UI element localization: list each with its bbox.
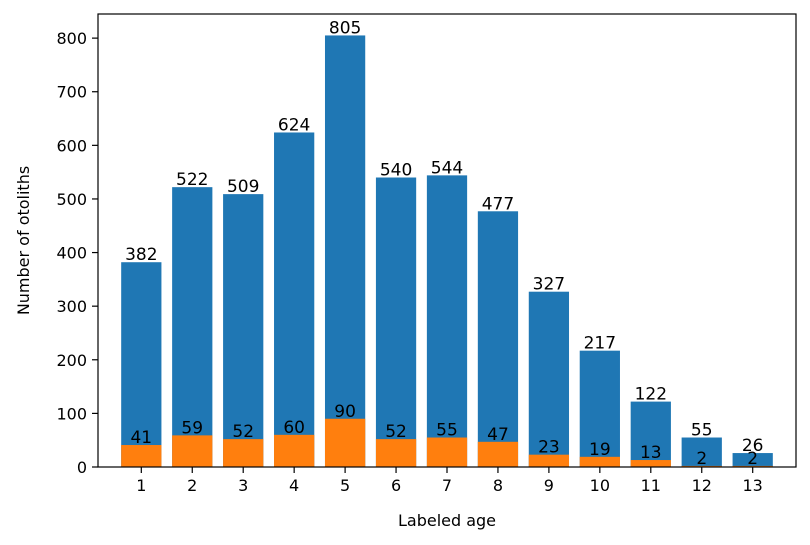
bar-s0-12: [681, 437, 722, 467]
bar-s1-5: [324, 418, 366, 467]
data-label-s1-10: 19: [589, 440, 611, 460]
data-label-s0-7: 544: [431, 158, 463, 178]
x-tick-label-9: 9: [544, 476, 554, 495]
data-label-s0-6: 540: [380, 161, 412, 181]
x-tick-label-11: 11: [641, 476, 661, 495]
bar-s1-9: [528, 454, 570, 467]
x-tick-label-12: 12: [692, 476, 712, 495]
bar-s0-11: [630, 401, 671, 467]
x-tick-label-1: 1: [136, 476, 146, 495]
bar-s0-13: [732, 453, 773, 467]
x-axis-label: Labeled age: [398, 511, 496, 530]
x-tick-label-8: 8: [493, 476, 503, 495]
bar-s0-9: [528, 291, 570, 467]
data-label-s0-2: 522: [176, 170, 208, 190]
bar-s1-3: [223, 439, 264, 467]
bar-s1-8: [477, 441, 519, 467]
x-axis: 1 2 3 4 5 6 7 8 9 10 11 12 13: [136, 467, 763, 495]
bar-s1-7: [426, 437, 468, 467]
bar-s1-10: [579, 456, 620, 467]
x-tick-label-6: 6: [391, 476, 401, 495]
y-tick-label-400: 400: [56, 244, 87, 263]
x-tick-label-2: 2: [187, 476, 197, 495]
bar-s0-8: [477, 211, 519, 467]
data-label-s1-8: 47: [487, 425, 509, 445]
data-label-s0-12: 55: [691, 421, 713, 441]
y-tick-label-300: 300: [56, 297, 87, 316]
data-label-s1-9: 23: [538, 438, 560, 458]
y-axis-label: Number of otoliths: [14, 166, 33, 315]
bar-s1-6: [375, 439, 417, 467]
data-label-s1-5: 90: [334, 402, 356, 422]
x-tick-label-13: 13: [743, 476, 763, 495]
data-label-s1-3: 52: [232, 422, 254, 442]
y-tick-label-100: 100: [56, 404, 87, 423]
y-tick-label-700: 700: [56, 83, 87, 102]
x-tick-label-5: 5: [340, 476, 350, 495]
bar-s0-4: [274, 132, 315, 467]
data-label-s0-8: 477: [482, 194, 514, 214]
bar-s0-3: [223, 194, 264, 467]
x-tick-label-10: 10: [590, 476, 610, 495]
y-tick-label-0: 0: [77, 458, 87, 477]
data-label-s0-1: 382: [125, 245, 157, 265]
data-label-s0-10: 217: [584, 334, 616, 354]
data-label-s1-1: 41: [130, 428, 152, 448]
x-tick-label-7: 7: [442, 476, 452, 495]
data-label-s1-12: 2: [696, 449, 707, 469]
y-tick-label-600: 600: [56, 136, 87, 155]
bar-s0-7: [426, 175, 468, 467]
bar-s1-4: [274, 434, 315, 467]
data-label-s0-4: 624: [278, 115, 310, 135]
bar-s1-1: [121, 445, 162, 467]
x-tick-label-3: 3: [238, 476, 248, 495]
bar-s0-10: [579, 350, 620, 467]
data-label-s1-7: 55: [436, 421, 458, 441]
data-label-s0-3: 509: [227, 177, 259, 197]
bar-s0-1: [121, 262, 162, 467]
bar-s0-2: [172, 187, 213, 468]
bar-s1-11: [630, 460, 671, 467]
data-label-s1-2: 59: [181, 418, 203, 438]
data-label-s1-6: 52: [385, 422, 407, 442]
x-tick-label-4: 4: [289, 476, 299, 495]
bar-s1-2: [172, 435, 213, 467]
data-label-s0-11: 122: [635, 385, 667, 405]
y-tick-label-800: 800: [56, 29, 87, 48]
data-label-s1-4: 60: [283, 418, 305, 438]
bar-s0-6: [375, 177, 417, 467]
data-label-s0-13: 26: [742, 436, 764, 456]
data-label-s0-5: 805: [329, 18, 361, 38]
y-tick-label-500: 500: [56, 190, 87, 209]
series-total-bars: [121, 35, 773, 468]
y-axis: 0 100 200 300 400 500 600 700 800: [56, 29, 98, 477]
data-label-s0-9: 327: [533, 275, 565, 295]
data-label-s1-11: 13: [640, 443, 662, 463]
bar-s0-5: [324, 35, 366, 467]
y-tick-label-200: 200: [56, 351, 87, 370]
data-label-s1-13: 2: [747, 449, 758, 469]
